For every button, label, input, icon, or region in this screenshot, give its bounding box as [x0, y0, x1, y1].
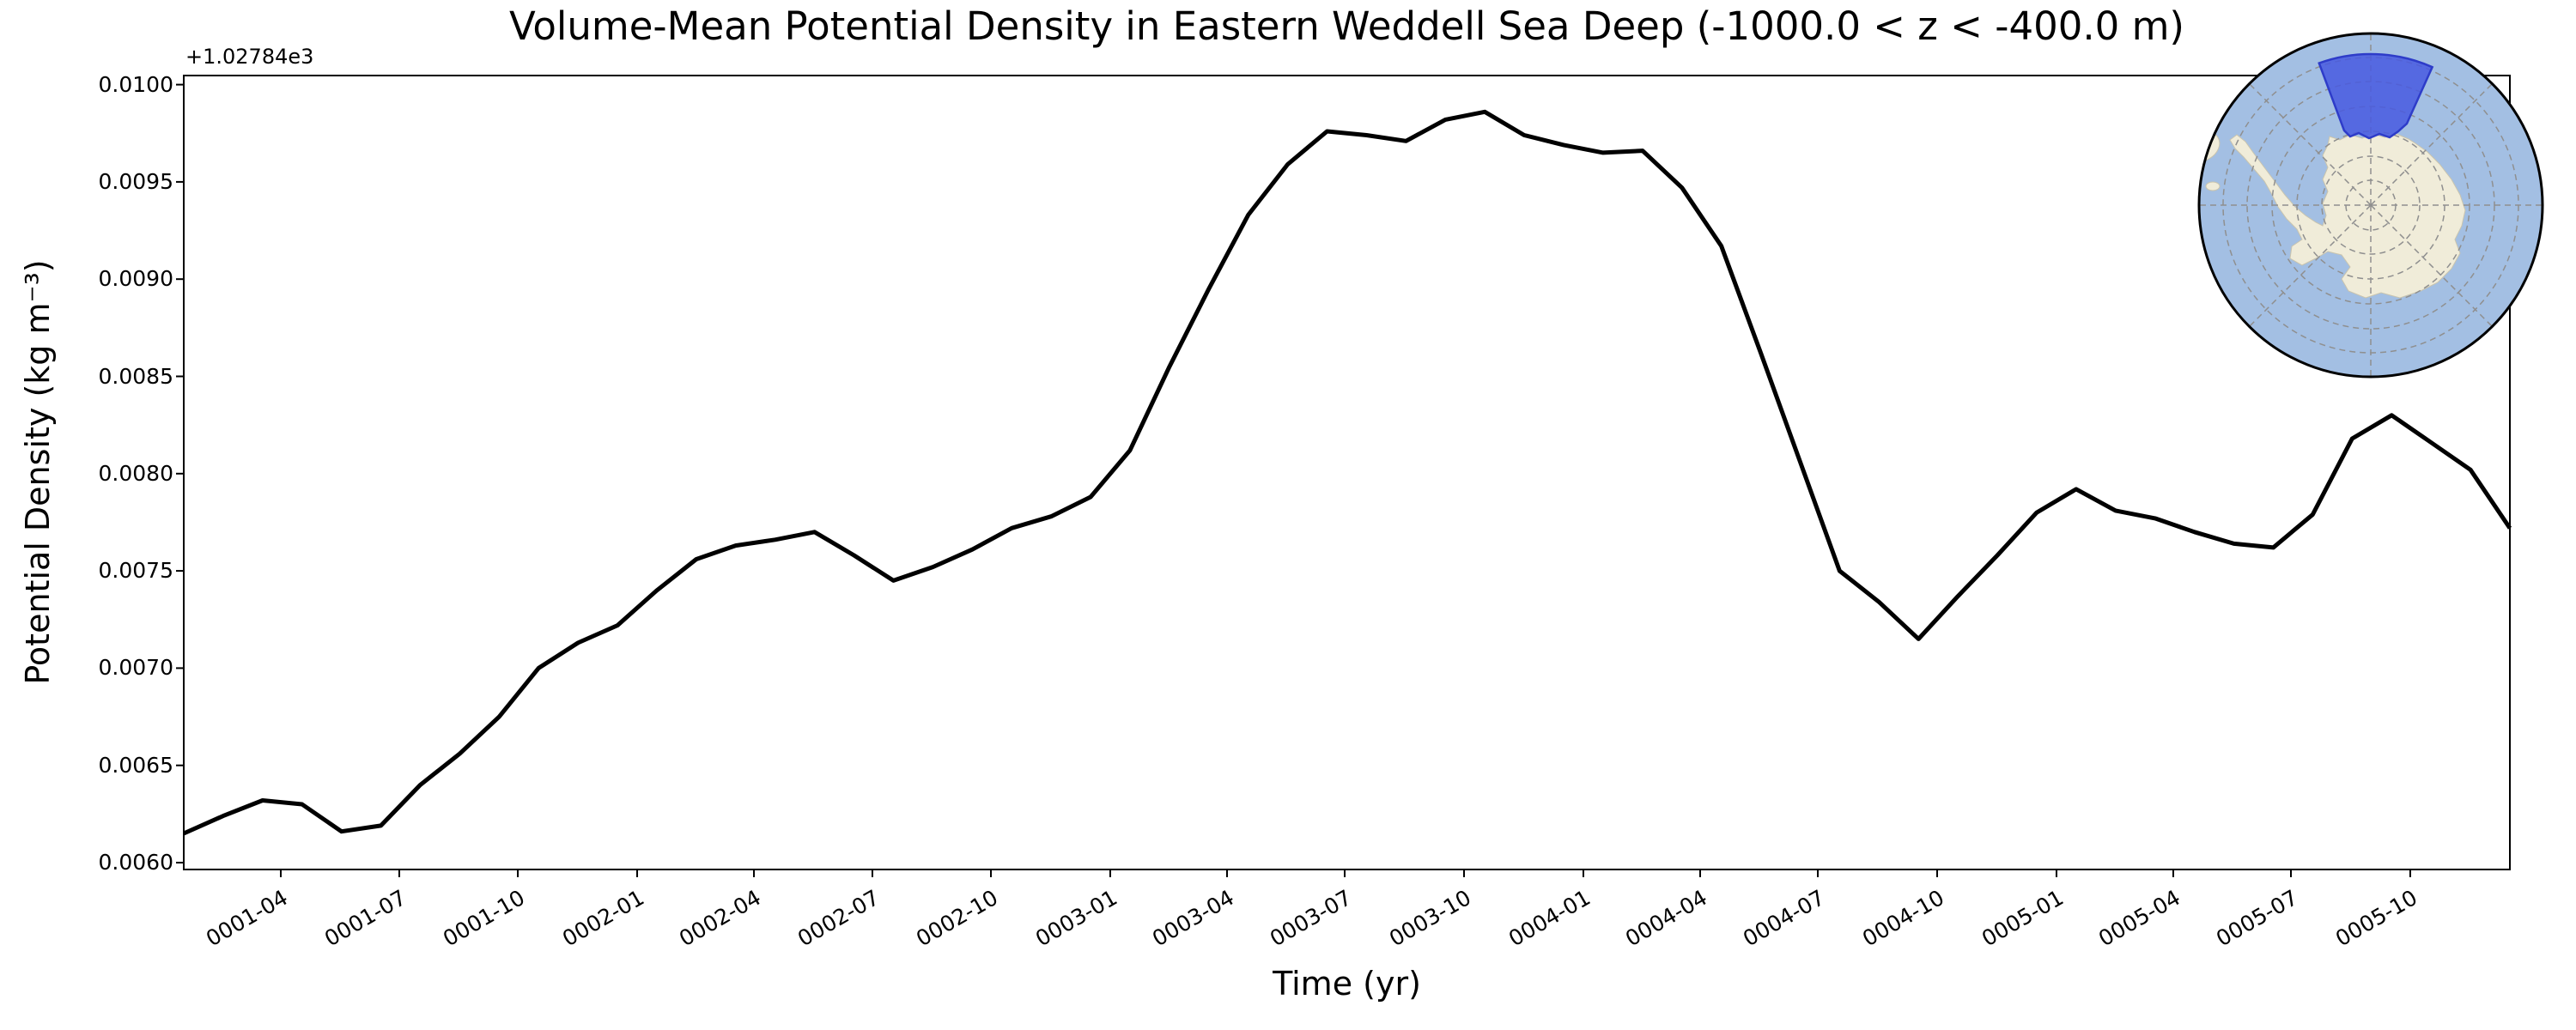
data-line [182, 109, 2512, 836]
highlight-region-fill [2318, 52, 2434, 140]
south-polar-inset-map [2197, 32, 2544, 379]
highlight-region-wedge [2318, 52, 2434, 140]
axes-spines [183, 75, 2511, 870]
map-border [2197, 32, 2544, 379]
